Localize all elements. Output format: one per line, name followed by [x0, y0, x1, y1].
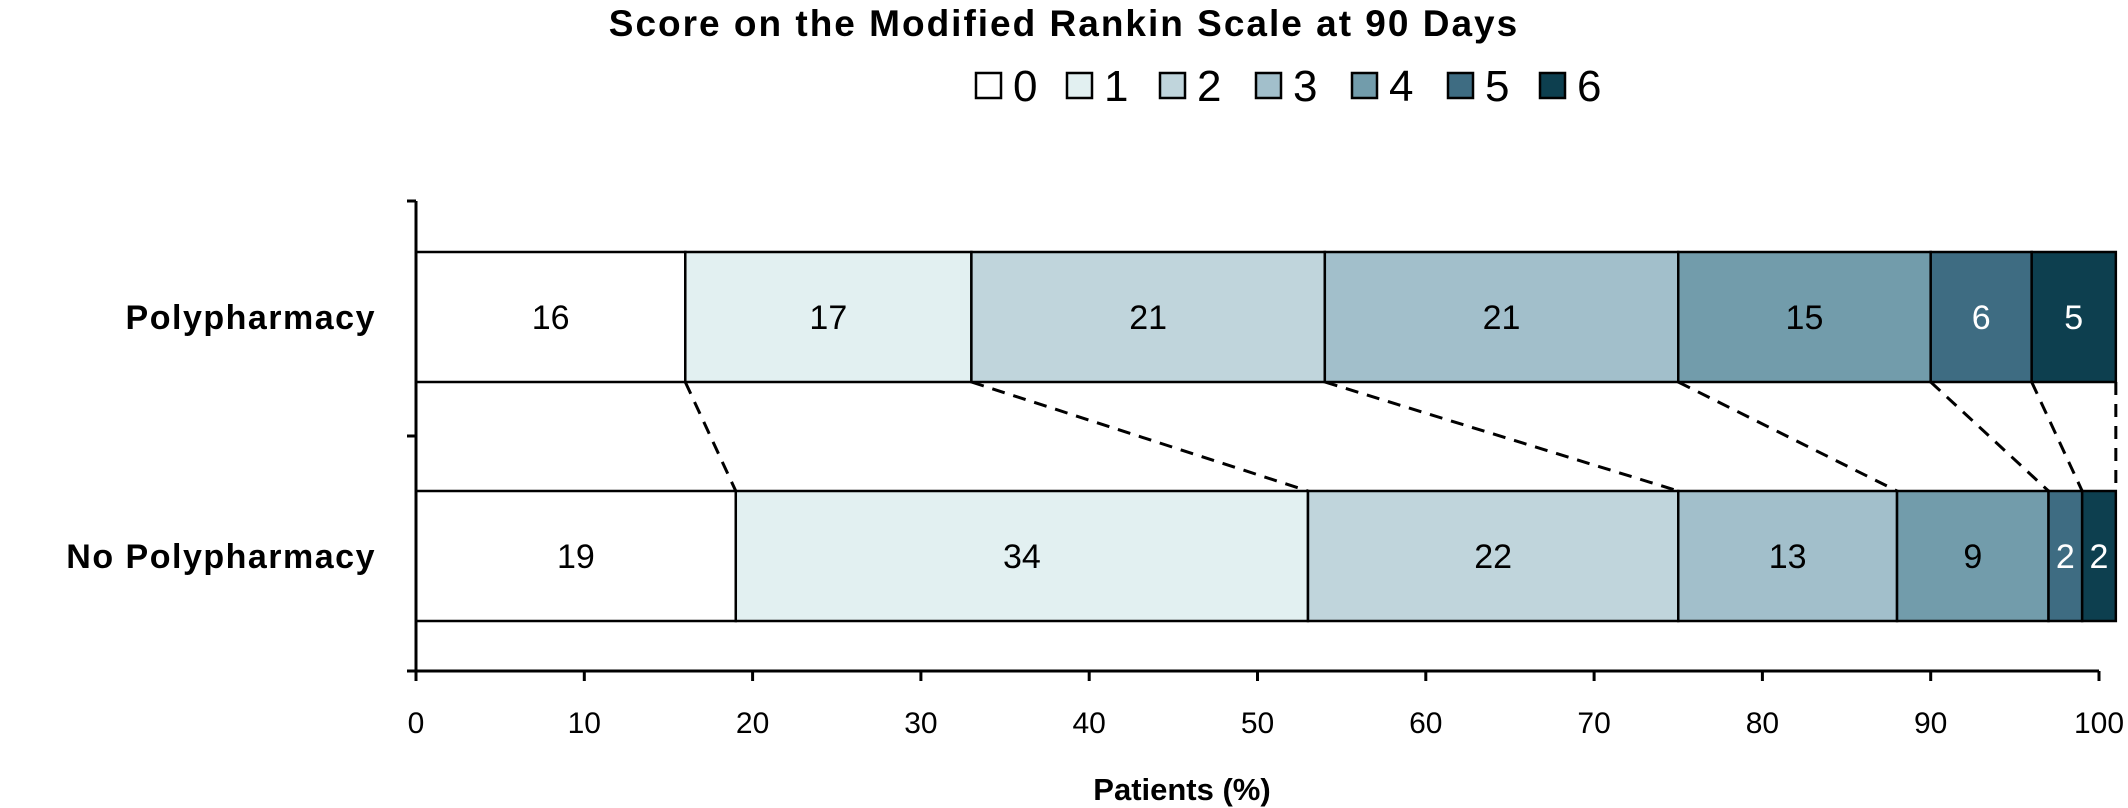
x-tick-label-100: 100: [2074, 707, 2124, 740]
legend-label-2: 2: [1197, 62, 1221, 111]
legend-item-0: 0: [974, 62, 1037, 111]
data-label-0-4: 15: [1786, 299, 1824, 337]
data-label-0-6: 5: [2064, 299, 2083, 337]
bar-segment-0-1: [684, 250, 973, 384]
legend-label-4: 4: [1389, 62, 1413, 111]
data-label-1-2: 22: [1474, 538, 1512, 576]
x-tick-label-20: 20: [736, 707, 769, 740]
legend-swatch-0: [974, 71, 1003, 100]
connector-line-6: [2030, 381, 2084, 492]
connector-line-5: [1929, 380, 2050, 493]
x-tick-label-90: 90: [1914, 707, 1947, 740]
bar-segment-0-6: [2030, 250, 2118, 384]
legend-label-0: 0: [1013, 62, 1037, 111]
legend-swatch-6: [1538, 71, 1567, 100]
x-tick-label-60: 60: [1409, 707, 1442, 740]
x-tick-label-30: 30: [904, 707, 937, 740]
bar-row-0: 16 17 21 21 15 6 5: [414, 250, 2118, 384]
data-label-1-4: 9: [1963, 538, 1982, 576]
data-label-1-3: 13: [1769, 538, 1807, 576]
bar-segment-0-5: [1929, 250, 2033, 384]
category-label-1: No Polypharmacy: [66, 538, 376, 576]
legend-label-1: 1: [1104, 62, 1128, 111]
bar-segment-1-0: [414, 489, 738, 623]
legend-item-2: 2: [1158, 62, 1221, 111]
chart-title: Score on the Modified Rankin Scale at 90…: [609, 3, 1519, 44]
connector-line-3: [1324, 380, 1679, 493]
legend-label-3: 3: [1293, 62, 1317, 111]
data-label-0-5: 6: [1972, 299, 1991, 337]
x-axis-title: Patients (%): [1093, 772, 1270, 807]
bar-segment-1-6: [2080, 489, 2118, 623]
x-tick-label-10: 10: [568, 707, 601, 740]
bar-segment-0-2: [970, 250, 1327, 384]
bar-segment-0-3: [1323, 250, 1680, 384]
legend: 0 1 2 3 4 5 6: [974, 62, 1601, 111]
legend-label-6: 6: [1577, 62, 1601, 111]
data-label-1-6: 2: [2090, 538, 2109, 576]
x-tick-label-50: 50: [1241, 707, 1274, 740]
legend-swatch-2: [1158, 71, 1187, 100]
bar-row-1: 19 34 22 13 9 2 2: [414, 489, 2118, 623]
legend-swatch-4: [1350, 71, 1379, 100]
legend-label-5: 5: [1485, 62, 1509, 111]
legend-item-3: 3: [1254, 62, 1317, 111]
axes: 0 10 20 30 40 50 60 70 80 90 100: [407, 199, 2124, 740]
legend-swatch-5: [1446, 71, 1475, 100]
x-tick-label-70: 70: [1577, 707, 1610, 740]
bar-segment-1-2: [1306, 489, 1680, 623]
bar-segment-0-0: [414, 250, 687, 384]
bar-segment-0-4: [1677, 250, 1932, 384]
data-label-0-0: 16: [532, 299, 570, 337]
x-tick-label-80: 80: [1746, 707, 1779, 740]
x-tick-label-0: 0: [408, 707, 425, 740]
category-labels: Polypharmacy No Polypharmacy: [66, 299, 376, 576]
data-label-0-3: 21: [1483, 299, 1521, 337]
legend-swatch-1: [1065, 71, 1094, 100]
legend-swatch-3: [1254, 71, 1283, 100]
legend-item-4: 4: [1350, 62, 1413, 111]
connector-line-1: [683, 381, 738, 492]
bars: 16 17 21 21 15 6 5 19 34 22 13 9 2 2: [414, 250, 2118, 623]
legend-item-6: 6: [1538, 62, 1601, 111]
data-label-0-1: 17: [809, 299, 847, 337]
data-label-1-0: 19: [557, 538, 595, 576]
data-label-1-1: 34: [1003, 538, 1041, 576]
category-label-0: Polypharmacy: [126, 299, 376, 337]
connector-lines: [683, 380, 2118, 493]
connector-line-4: [1677, 380, 1898, 493]
bar-segment-1-4: [1895, 489, 2050, 623]
legend-item-1: 1: [1065, 62, 1128, 111]
legend-item-5: 5: [1446, 62, 1509, 111]
data-label-1-5: 2: [2056, 538, 2075, 576]
x-tick-label-40: 40: [1073, 707, 1106, 740]
connector-line-2: [970, 380, 1309, 493]
data-label-0-2: 21: [1129, 299, 1167, 337]
